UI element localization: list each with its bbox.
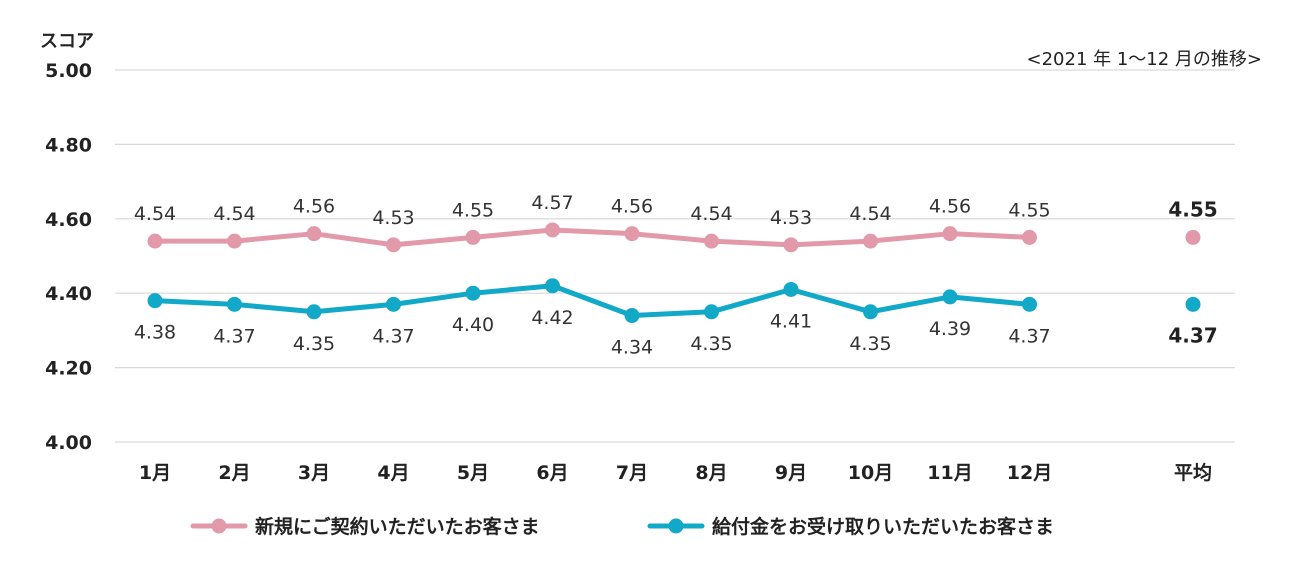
gridlines <box>115 69 1235 443</box>
data-label: 4.41 <box>770 310 812 332</box>
data-point <box>863 233 878 249</box>
x-tick-label-average: 平均 <box>1174 461 1212 484</box>
period-note: <2021 年 1〜12 月の推移> <box>1027 49 1263 70</box>
data-label: 4.35 <box>849 333 891 355</box>
data-label: 4.42 <box>531 307 573 329</box>
data-label: 4.39 <box>929 318 971 340</box>
x-tick-label: 11月 <box>927 462 972 484</box>
data-point <box>704 233 719 249</box>
data-label: 4.40 <box>452 314 494 336</box>
data-point <box>863 304 878 320</box>
x-tick-label: 3月 <box>298 462 330 484</box>
data-point <box>545 278 560 294</box>
legend-item-2: 給付金をお受け取りいただいたお客さま <box>647 515 1054 538</box>
data-point <box>942 289 958 305</box>
y-tick-label: 4.40 <box>45 283 92 305</box>
data-label: 4.53 <box>372 207 414 229</box>
series-layer: 4.54 4.54 4.56 4.53 4.55 4.57 4.56 4.54 4.53 4.54… <box>134 192 1218 359</box>
series-1: 4.54 4.54 4.56 4.53 4.55 4.57 4.56 4.54 4.53 4.54… <box>134 192 1218 253</box>
data-point <box>147 293 163 309</box>
data-point <box>306 226 322 242</box>
y-tick-label: 5.00 <box>45 60 92 82</box>
data-point <box>783 281 799 297</box>
x-tick-label: 8月 <box>695 462 727 484</box>
data-label: 4.37 <box>372 325 414 347</box>
data-point <box>942 226 958 242</box>
data-point <box>1022 229 1037 245</box>
data-point <box>227 296 242 312</box>
data-point <box>306 304 322 320</box>
average-point <box>1185 229 1201 245</box>
data-point <box>386 237 401 253</box>
data-label: 4.37 <box>1008 325 1050 347</box>
data-point <box>704 304 719 320</box>
data-label: 4.34 <box>611 337 653 359</box>
series-line <box>152 227 1032 248</box>
data-label: 4.38 <box>134 322 176 344</box>
series-line <box>152 283 1032 319</box>
legend-label: 給付金をお受け取りいただいたお客さま <box>712 515 1054 538</box>
y-axis-unit-label: スコア <box>40 31 94 52</box>
x-tick-label: 4月 <box>377 462 409 484</box>
data-point <box>545 222 560 238</box>
data-point <box>624 226 640 242</box>
legend-label: 新規にご契約いただいたお客さま <box>255 515 540 538</box>
average-point <box>1185 296 1201 312</box>
x-tick-label: 1月 <box>139 462 171 484</box>
data-label: 4.54 <box>213 203 255 225</box>
data-label: 4.54 <box>690 203 732 225</box>
x-tick-label: 5月 <box>457 462 489 484</box>
data-label: 4.54 <box>849 203 891 225</box>
series-2: 4.38 4.37 4.35 4.37 4.40 4.42 4.34 4.35 4.41 4.35… <box>134 278 1218 359</box>
data-point <box>386 296 401 312</box>
x-tick-label: 2月 <box>218 462 250 484</box>
legend-item-1: 新規にご契約いただいたお客さま <box>190 515 540 538</box>
data-point <box>465 285 481 301</box>
x-axis-ticks: 1月 2月 3月 4月 5月 6月 7月 8月 9月 10月 11月 12月 平均 <box>139 461 1212 484</box>
legend: 新規にご契約いただいたお客さま 給付金をお受け取りいただいたお客さま <box>190 515 1054 538</box>
data-label: 4.37 <box>213 325 255 347</box>
data-label: 4.57 <box>531 192 573 214</box>
legend-swatch-marker <box>668 518 684 534</box>
data-label: 4.56 <box>929 196 971 218</box>
y-tick-label: 4.80 <box>45 134 92 156</box>
data-label: 4.56 <box>611 196 653 218</box>
data-point <box>783 237 799 253</box>
x-tick-label: 9月 <box>775 462 807 484</box>
y-axis-ticks: 4.00 4.20 4.40 4.60 4.80 5.00 <box>45 60 92 454</box>
y-tick-label: 4.00 <box>45 432 92 454</box>
y-tick-label: 4.60 <box>45 209 92 231</box>
average-label: 4.37 <box>1168 323 1217 347</box>
legend-swatch-marker <box>211 518 227 534</box>
x-tick-label: 6月 <box>536 462 568 484</box>
data-label: 4.56 <box>293 196 335 218</box>
data-label: 4.53 <box>770 207 812 229</box>
data-label: 4.55 <box>1008 199 1050 221</box>
data-label: 4.35 <box>690 333 732 355</box>
data-point <box>624 308 640 324</box>
average-label: 4.55 <box>1168 197 1217 221</box>
x-tick-label: 12月 <box>1007 462 1052 484</box>
data-point <box>147 233 163 249</box>
data-point <box>1022 296 1037 312</box>
data-point <box>465 229 481 245</box>
data-point <box>227 233 242 249</box>
data-label: 4.35 <box>293 333 335 355</box>
data-label: 4.55 <box>452 199 494 221</box>
x-tick-label: 7月 <box>616 462 648 484</box>
y-tick-label: 4.20 <box>45 358 92 380</box>
data-label: 4.54 <box>134 203 176 225</box>
x-tick-label: 10月 <box>848 462 893 484</box>
